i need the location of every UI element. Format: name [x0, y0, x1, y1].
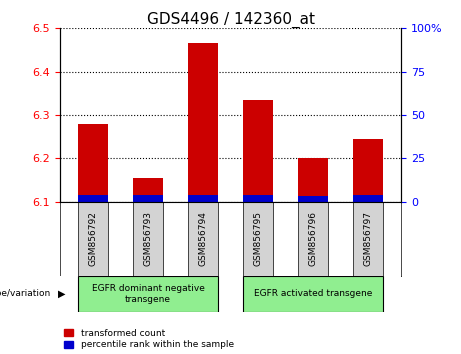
Text: ▶: ▶	[58, 289, 65, 299]
Text: GSM856797: GSM856797	[364, 211, 372, 267]
Bar	[188, 195, 218, 202]
Text: GSM856794: GSM856794	[199, 211, 207, 267]
Text: EGFR activated transgene: EGFR activated transgene	[254, 289, 372, 298]
Title: GDS4496 / 142360_at: GDS4496 / 142360_at	[147, 12, 314, 28]
Bar	[353, 139, 383, 202]
Bar	[133, 202, 163, 276]
Bar	[353, 202, 383, 276]
Bar	[243, 100, 273, 202]
Text: EGFR dominant negative
transgene: EGFR dominant negative transgene	[92, 284, 204, 303]
Bar	[133, 195, 163, 202]
Bar	[243, 195, 273, 202]
Text: GSM856796: GSM856796	[308, 211, 318, 267]
Legend: transformed count, percentile rank within the sample: transformed count, percentile rank withi…	[65, 329, 234, 349]
Text: GSM856795: GSM856795	[254, 211, 262, 267]
Bar	[298, 202, 328, 276]
Bar	[78, 276, 218, 312]
Bar	[188, 44, 218, 202]
Bar	[78, 195, 108, 202]
Bar	[133, 178, 163, 202]
Bar	[78, 124, 108, 202]
Text: genotype/variation: genotype/variation	[0, 289, 51, 298]
Bar	[188, 202, 218, 276]
Bar	[243, 276, 383, 312]
Bar	[78, 202, 108, 276]
Bar	[243, 202, 273, 276]
Bar	[353, 195, 383, 202]
Bar	[298, 196, 328, 202]
Text: GSM856793: GSM856793	[143, 211, 153, 267]
Bar	[298, 159, 328, 202]
Text: GSM856792: GSM856792	[89, 211, 97, 267]
